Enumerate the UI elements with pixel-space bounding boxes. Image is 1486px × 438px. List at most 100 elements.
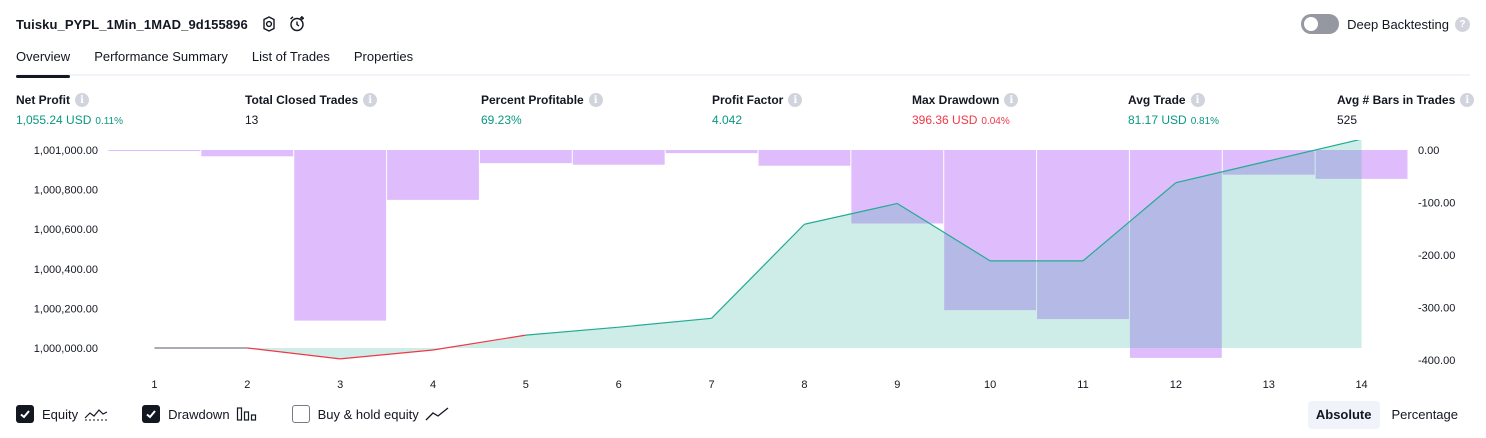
equity-line-segment: [247, 347, 341, 360]
equity-line-segment: [432, 334, 526, 351]
x-axis-tick: 12: [1170, 379, 1182, 391]
equity-drawdown-chart[interactable]: 1,001,000.00 1,000,800.00 1,000,600.00 1,00…: [0, 140, 1486, 396]
buy-hold-icon: [425, 406, 449, 422]
left-axis-tick: 1,001,000.00: [34, 145, 98, 157]
metric-avg-trade: Avg Trade i 81.17 USD 0.81%: [1128, 93, 1219, 127]
right-axis-tick: -300.00: [1418, 303, 1455, 315]
checkbox-checked-icon[interactable]: [142, 405, 161, 423]
equity-area: [154, 140, 1362, 359]
left-axis-tick: 1,000,800.00: [34, 185, 98, 197]
tab-properties[interactable]: Properties: [353, 49, 414, 64]
legend-label: Equity: [42, 406, 79, 422]
info-icon[interactable]: i: [588, 93, 603, 107]
metric-value: 69.23%: [481, 113, 522, 127]
metric-label: Profit Factor: [712, 93, 784, 107]
metric-value: 1,055.24 USD: [16, 113, 92, 127]
metric-label: Max Drawdown: [912, 93, 1000, 107]
x-axis-tick: 4: [430, 379, 436, 391]
drawdown-bar: [758, 150, 851, 166]
x-axis-tick: 14: [1355, 379, 1367, 391]
tab-performance-summary[interactable]: Performance Summary: [94, 49, 228, 64]
equity-line-segment: [711, 223, 805, 319]
legend-buy-hold[interactable]: Buy & hold equity: [291, 405, 449, 423]
info-icon[interactable]: i: [1004, 93, 1019, 107]
report-header: Tuisku_PYPL_1Min_1MAD_9d155896 Deep Back…: [16, 12, 1470, 36]
mode-percentage-button[interactable]: Percentage: [1391, 407, 1459, 422]
right-axis-tick: -200.00: [1418, 250, 1455, 262]
metric-percent-profitable: Percent Profitable i 69.23%: [481, 93, 603, 127]
legend-label: Buy & hold equity: [317, 406, 419, 422]
equity-icon: [84, 406, 108, 422]
x-axis-tick: 6: [616, 379, 622, 391]
drawdown-bar: [665, 150, 758, 154]
left-axis-tick: 1,000,000.00: [34, 343, 98, 355]
strategy-title: Tuisku_PYPL_1Min_1MAD_9d155896: [16, 16, 248, 32]
x-axis-tick: 3: [337, 379, 343, 391]
tab-list-of-trades[interactable]: List of Trades: [251, 49, 330, 64]
checkbox-checked-icon[interactable]: [16, 405, 34, 423]
equity-line-segment: [804, 202, 898, 225]
chart-legend: Equity Drawdown Buy & hold equity: [16, 404, 483, 424]
drawdown-bar: [294, 150, 387, 321]
right-axis-tick: 0.00: [1418, 145, 1439, 157]
metric-total-closed-trades: Total Closed Trades i 13: [245, 93, 378, 127]
drawdown-bar: [1315, 150, 1408, 179]
metric-percent: 0.11%: [95, 116, 124, 127]
metric-net-profit: Net Profit i 1,055.24 USD 0.11%: [16, 93, 123, 127]
metric-label: Avg # Bars in Trades: [1337, 93, 1456, 107]
tab-overview[interactable]: Overview: [16, 46, 71, 78]
metric-label: Percent Profitable: [481, 93, 584, 107]
drawdown-bar: [851, 150, 944, 224]
equity-line-segment: [1082, 182, 1177, 262]
x-axis-tick: 10: [984, 379, 996, 391]
checkbox-unchecked-icon[interactable]: [291, 405, 310, 423]
mode-absolute-button[interactable]: Absolute: [1307, 401, 1380, 429]
metric-value: 4.042: [712, 113, 743, 127]
left-axis-tick: 1,000,600.00: [34, 224, 98, 236]
right-axis-tick: -100.00: [1418, 198, 1455, 210]
x-axis-tick: 11: [1077, 379, 1088, 391]
drawdown-bar: [387, 150, 479, 200]
info-icon[interactable]: i: [788, 93, 803, 107]
equity-line-segment: [896, 202, 991, 262]
info-icon[interactable]: i: [363, 93, 378, 107]
legend-drawdown[interactable]: Drawdown: [142, 405, 257, 423]
settings-icon[interactable]: [258, 13, 280, 35]
metric-value: 81.17 USD: [1128, 113, 1187, 127]
metric-value: 13: [245, 113, 259, 127]
equity-line-segment: [618, 317, 712, 328]
metric-value: 396.36 USD: [912, 113, 978, 127]
deep-backtesting-label: Deep Backtesting: [1347, 16, 1449, 32]
drawdown-bar: [201, 150, 294, 157]
right-axis-tick: -400.00: [1418, 355, 1455, 367]
info-icon[interactable]: i: [75, 93, 89, 107]
metric-max-drawdown: Max Drawdown i 396.36 USD 0.04%: [912, 93, 1019, 127]
equity-line-segment: [1175, 160, 1269, 184]
deep-backtesting: Deep Backtesting ?: [1301, 12, 1470, 36]
metric-value: 525: [1337, 113, 1358, 127]
deep-backtesting-toggle[interactable]: [1301, 14, 1340, 34]
equity-line-segment: [525, 326, 619, 336]
metrics-row: Net Profit i 1,055.24 USD 0.11% Total Clos…: [16, 93, 1475, 133]
add-alert-icon[interactable]: [286, 13, 308, 35]
x-axis-tick: 5: [523, 379, 529, 391]
metric-label: Net Profit: [16, 93, 70, 107]
drawdown-icon: [236, 406, 258, 422]
drawdown-bar: [108, 150, 201, 152]
drawdown-bar: [572, 150, 665, 165]
metric-profit-factor: Profit Factor i 4.042: [712, 93, 803, 127]
x-axis-tick: 8: [801, 379, 807, 391]
metric-percent: 0.81%: [1190, 116, 1220, 127]
metric-avg-bars: Avg # Bars in Trades i 525: [1337, 93, 1475, 127]
x-axis-tick: 2: [244, 379, 250, 391]
x-axis-tick: 13: [1263, 379, 1275, 391]
value-mode-switch: Absolute Percentage: [1304, 401, 1466, 429]
x-axis-tick: 1: [151, 379, 157, 391]
info-icon[interactable]: i: [1190, 93, 1205, 107]
metric-label: Total Closed Trades: [245, 93, 359, 107]
legend-label: Drawdown: [168, 406, 230, 422]
drawdown-bar: [479, 150, 572, 164]
legend-equity[interactable]: Equity: [16, 405, 108, 423]
help-icon[interactable]: ?: [1455, 16, 1470, 32]
info-icon[interactable]: i: [1460, 93, 1475, 107]
